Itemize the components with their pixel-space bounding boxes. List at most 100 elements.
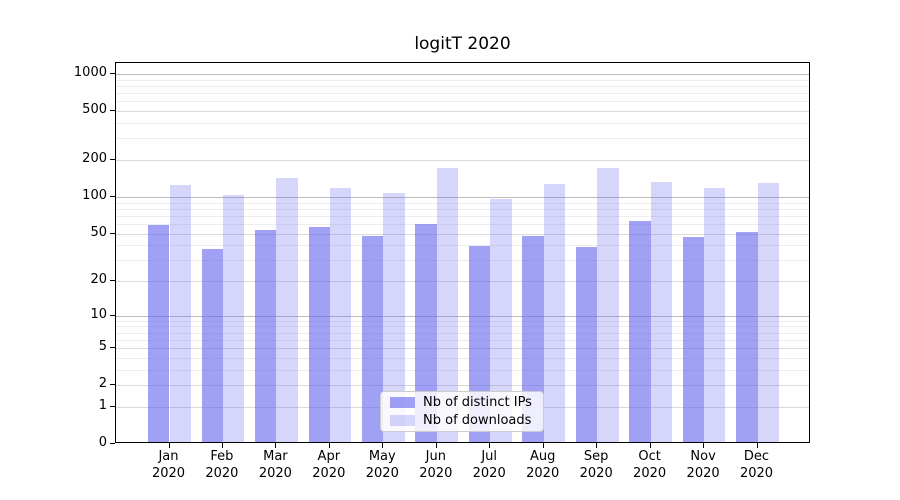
bar-downloads-feb xyxy=(222,194,245,442)
x-tick-mark xyxy=(435,443,437,448)
bar-downloads-sep xyxy=(597,168,619,442)
bar-downloads-mar xyxy=(276,178,298,442)
y-tick-label: 10 xyxy=(90,306,107,322)
bar-distinct-ips-dec xyxy=(736,231,758,442)
gridline xyxy=(116,160,809,161)
y-tick-mark xyxy=(110,314,115,316)
gridline xyxy=(116,332,809,334)
gridline xyxy=(116,215,809,217)
bar-distinct-ips-mar xyxy=(255,230,277,442)
bar-distinct-ips-jan xyxy=(148,224,170,442)
gridline xyxy=(116,208,809,210)
bar-distinct-ips-feb xyxy=(201,248,223,442)
gridline xyxy=(116,74,809,76)
x-tick-label: Jan 2020 xyxy=(151,449,186,481)
gridline xyxy=(116,86,809,87)
x-tick-label: Jul 2020 xyxy=(472,449,506,481)
bar-downloads-jan xyxy=(169,185,191,442)
x-tick-label: Feb 2020 xyxy=(205,449,239,481)
x-tick-mark xyxy=(382,443,384,448)
x-tick-label: Jun 2020 xyxy=(419,449,453,481)
legend: Nb of distinct IPs Nb of downloads xyxy=(380,391,544,432)
gridline xyxy=(116,320,809,322)
gridline xyxy=(116,123,809,125)
gridline xyxy=(116,315,809,317)
x-tick-mark xyxy=(649,443,651,448)
gridline xyxy=(116,223,809,225)
bar-downloads-may xyxy=(383,192,405,442)
y-tick-label: 1000 xyxy=(73,65,107,81)
bar-distinct-ips-may xyxy=(361,235,384,442)
chart-title: logitT 2020 xyxy=(414,34,511,54)
x-tick-mark xyxy=(328,443,330,448)
y-tick-mark xyxy=(110,384,115,386)
bar-distinct-ips-oct xyxy=(629,221,651,442)
y-tick-label: 2 xyxy=(98,376,107,392)
y-tick-mark xyxy=(110,73,115,75)
gridline xyxy=(116,138,809,140)
legend-item-distinct-ips: Nb of distinct IPs xyxy=(390,395,534,410)
x-tick-mark xyxy=(221,443,223,448)
gridline xyxy=(116,93,809,95)
y-tick-mark xyxy=(110,159,115,160)
bar-distinct-ips-nov xyxy=(682,237,705,442)
legend-item-downloads: Nb of downloads xyxy=(390,413,534,428)
x-tick-mark xyxy=(703,443,705,448)
bar-downloads-nov xyxy=(704,187,726,442)
y-tick-mark xyxy=(110,347,115,349)
bars-layer xyxy=(116,63,809,442)
x-tick-label: Mar 2020 xyxy=(258,449,292,481)
x-tick-label: May 2020 xyxy=(365,449,399,481)
y-tick-mark xyxy=(110,232,115,234)
legend-swatch-downloads xyxy=(390,415,415,426)
bar-distinct-ips-aug xyxy=(522,235,544,442)
bar-downloads-jun xyxy=(436,168,459,442)
gridline xyxy=(116,357,809,359)
y-tick-mark xyxy=(110,443,115,444)
x-tick-label: Sep 2020 xyxy=(579,449,613,481)
bar-downloads-aug xyxy=(543,183,566,442)
bar-downloads-dec xyxy=(757,182,779,442)
legend-swatch-distinct-ips xyxy=(390,397,415,408)
x-tick-label: Nov 2020 xyxy=(686,449,720,481)
x-tick-label: Aug 2020 xyxy=(526,449,560,481)
y-tick-mark xyxy=(110,405,115,407)
x-tick-mark xyxy=(756,443,758,448)
gridline xyxy=(116,233,809,235)
y-tick-label: 100 xyxy=(82,187,107,203)
y-tick-label: 20 xyxy=(90,272,107,287)
y-tick-label: 0 xyxy=(98,435,107,450)
gridline xyxy=(116,281,809,282)
y-tick-mark xyxy=(110,195,115,197)
gridline xyxy=(116,101,809,103)
bar-downloads-oct xyxy=(650,182,672,442)
y-tick-mark xyxy=(110,110,115,112)
x-tick-mark xyxy=(275,443,277,448)
x-tick-mark xyxy=(596,443,598,448)
bar-distinct-ips-apr xyxy=(308,227,330,442)
gridline xyxy=(116,111,809,113)
bar-downloads-jul xyxy=(490,199,512,442)
legend-label-downloads: Nb of downloads xyxy=(423,413,532,428)
bar-distinct-ips-sep xyxy=(575,247,598,442)
y-tick-label: 50 xyxy=(90,224,107,240)
gridline xyxy=(116,385,809,387)
bar-distinct-ips-jun xyxy=(415,223,437,442)
x-tick-label: Oct 2020 xyxy=(633,449,667,481)
y-tick-label: 200 xyxy=(82,151,107,166)
x-tick-label: Dec 2020 xyxy=(739,449,774,481)
y-tick-mark xyxy=(110,280,115,281)
x-tick-label: Apr 2020 xyxy=(312,449,346,481)
y-tick-label: 500 xyxy=(82,102,107,118)
gridline xyxy=(116,326,809,328)
plot-area xyxy=(115,62,810,443)
gridline xyxy=(116,245,809,247)
gridline xyxy=(116,348,809,350)
x-tick-mark xyxy=(168,443,170,448)
gridline xyxy=(116,339,809,341)
x-tick-mark xyxy=(542,443,544,448)
legend-label-distinct-ips: Nb of distinct IPs xyxy=(423,395,532,410)
y-tick-label: 5 xyxy=(98,339,107,355)
y-tick-label: 1 xyxy=(98,397,107,413)
